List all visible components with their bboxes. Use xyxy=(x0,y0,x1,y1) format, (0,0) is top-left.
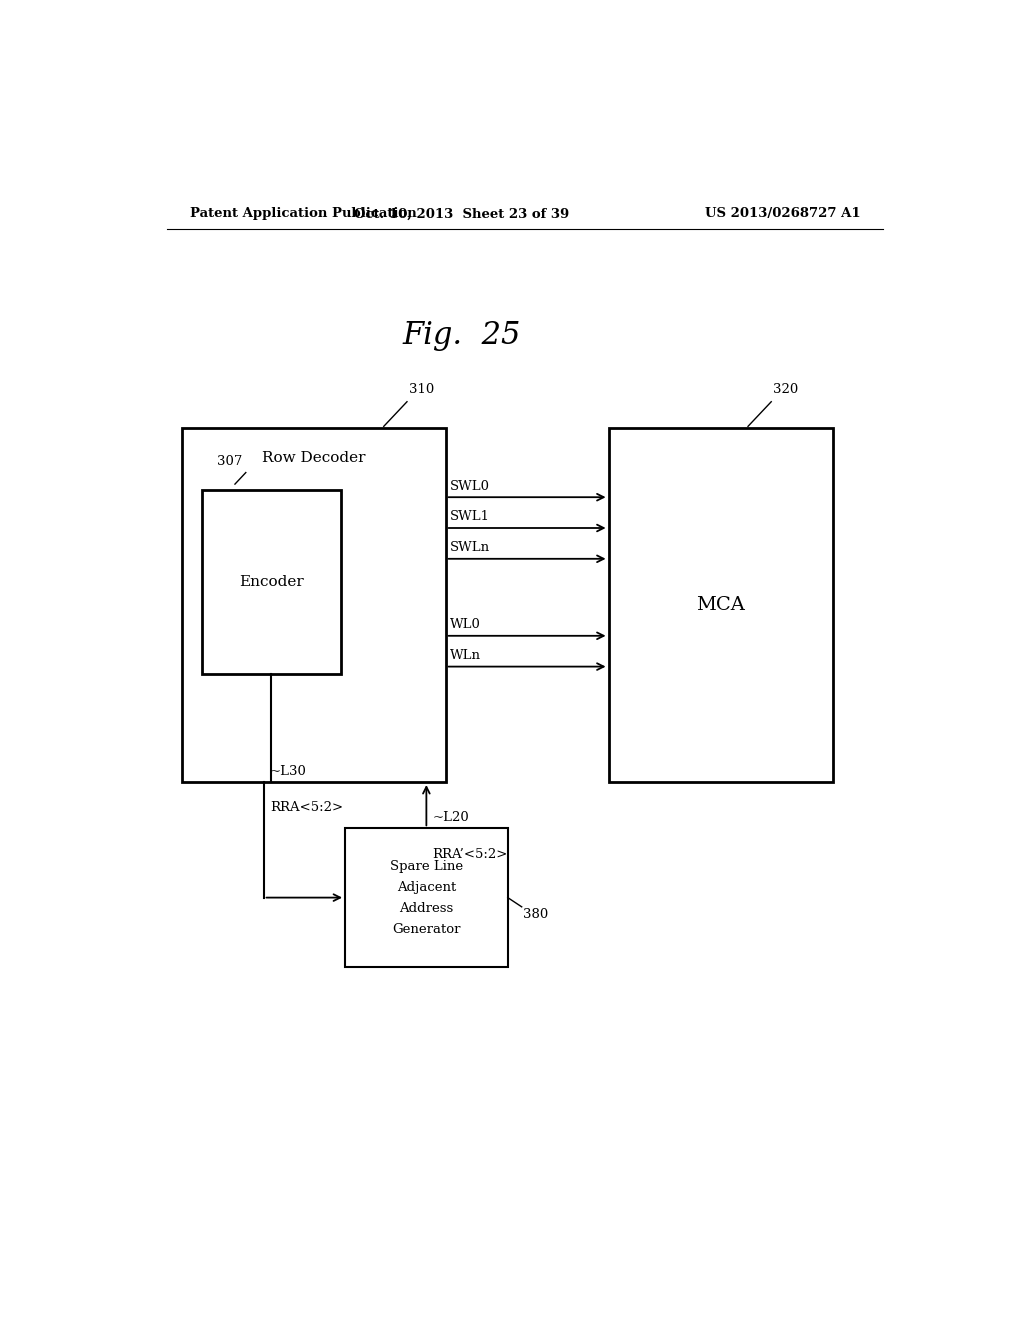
Text: Oct. 10, 2013  Sheet 23 of 39: Oct. 10, 2013 Sheet 23 of 39 xyxy=(353,207,569,220)
Bar xyxy=(202,490,341,675)
Text: RRA<5:2>: RRA<5:2> xyxy=(270,801,343,814)
Text: SWLn: SWLn xyxy=(450,541,489,554)
Text: RRA’<5:2>: RRA’<5:2> xyxy=(432,847,508,861)
Bar xyxy=(345,829,508,966)
Text: MCA: MCA xyxy=(696,597,745,614)
Text: ~L20: ~L20 xyxy=(432,812,469,825)
Text: ~L30: ~L30 xyxy=(270,766,307,779)
Text: Encoder: Encoder xyxy=(239,576,304,589)
Text: WLn: WLn xyxy=(450,649,480,663)
Bar xyxy=(182,428,445,781)
Text: Fig.  25: Fig. 25 xyxy=(402,319,520,351)
Text: SWL0: SWL0 xyxy=(450,479,489,492)
Text: 320: 320 xyxy=(773,383,798,396)
Text: Patent Application Publication: Patent Application Publication xyxy=(190,207,417,220)
Text: SWL1: SWL1 xyxy=(450,511,489,524)
Text: 380: 380 xyxy=(523,908,549,921)
Text: 310: 310 xyxy=(409,383,434,396)
Text: Row Decoder: Row Decoder xyxy=(262,451,366,465)
Text: Spare Line
Adjacent
Address
Generator: Spare Line Adjacent Address Generator xyxy=(390,859,463,936)
Bar xyxy=(608,428,834,781)
Text: US 2013/0268727 A1: US 2013/0268727 A1 xyxy=(705,207,860,220)
Text: WL0: WL0 xyxy=(450,618,480,631)
Text: 307: 307 xyxy=(217,455,243,469)
